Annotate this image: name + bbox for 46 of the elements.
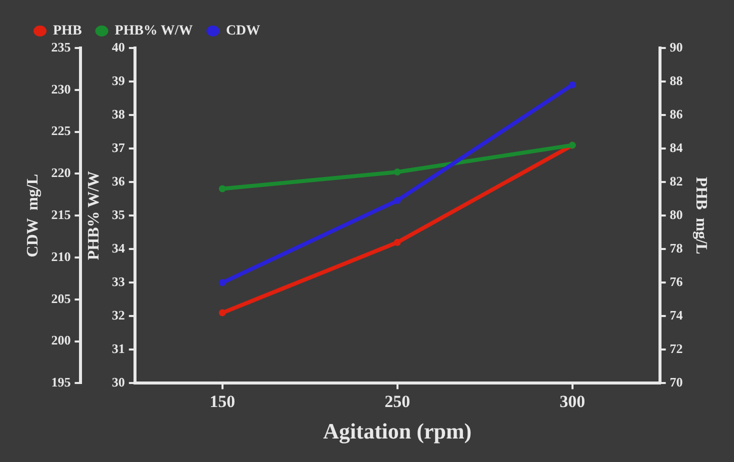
y-tick-label: 32 [112, 308, 125, 323]
y2-tick-label: 90 [670, 39, 683, 54]
x-tick-label: 150 [210, 392, 236, 411]
y3-tick-label: 230 [51, 81, 71, 96]
x-tick-label: 250 [384, 392, 410, 411]
legend-label: CDW [226, 24, 260, 39]
y3-axis-title: CDW mg/L [24, 174, 42, 258]
point [394, 168, 401, 176]
y-tick-label: 33 [112, 274, 126, 289]
y-tick-label: 39 [112, 72, 126, 88]
y3-tick-label: 220 [51, 165, 71, 180]
y3-tick-label: 210 [51, 248, 71, 264]
y-tick-label: 38 [112, 106, 126, 122]
y-axis-title: PHB% W/W [85, 171, 102, 260]
point [218, 185, 226, 192]
y3-tick-label: 215 [51, 206, 72, 222]
y-tick-label: 40 [112, 39, 125, 54]
y2-axis-title: PHB mg/L [692, 176, 710, 254]
y2-tick-label: 80 [670, 206, 683, 222]
legend-label: PHB [53, 24, 82, 39]
y3-tick-label: 235 [51, 39, 72, 54]
y2-tick-label: 88 [670, 72, 684, 88]
y2-tick-label: 78 [670, 240, 684, 256]
point [568, 81, 576, 88]
y3-tick-label: 195 [51, 374, 72, 390]
y2-tick-label: 70 [670, 374, 683, 390]
y-tick-label: 35 [112, 206, 126, 222]
y-tick-label: 31 [112, 341, 125, 356]
y2-tick-label: 84 [670, 140, 684, 155]
legend-label: PHB% W/W [114, 24, 193, 39]
y3-tick-label: 225 [51, 123, 72, 138]
y-tick-label: 30 [112, 374, 125, 390]
y3-tick-label: 200 [51, 332, 71, 348]
y2-tick-label: 82 [670, 173, 683, 188]
x-tick-label: 300 [560, 392, 586, 411]
y3-tick-label: 205 [51, 290, 72, 306]
y2-tick-label: 86 [670, 106, 684, 122]
x-axis-title: Agitation (rpm) [323, 418, 472, 444]
point [394, 197, 401, 204]
y-tick-label: 37 [112, 140, 126, 155]
y2-tick-label: 76 [670, 274, 684, 289]
y2-tick-label: 74 [670, 308, 684, 323]
point [218, 279, 226, 286]
y-tick-label: 36 [112, 173, 126, 188]
y2-tick-label: 72 [670, 341, 683, 356]
y-tick-label: 34 [112, 240, 126, 256]
